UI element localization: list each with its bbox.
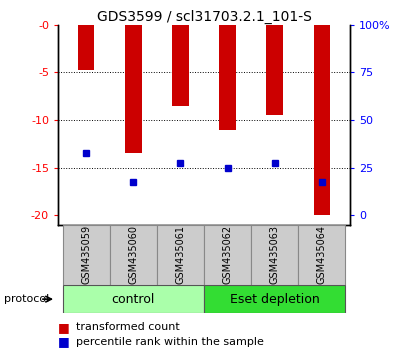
Text: GSM435059: GSM435059: [81, 225, 91, 285]
Title: GDS3599 / scl31703.2.1_101-S: GDS3599 / scl31703.2.1_101-S: [96, 10, 312, 24]
Text: control: control: [112, 293, 155, 306]
Text: GSM435061: GSM435061: [176, 225, 186, 284]
Text: Eset depletion: Eset depletion: [230, 293, 320, 306]
Bar: [63, 225, 110, 285]
Text: GSM435064: GSM435064: [317, 225, 327, 284]
Text: ■: ■: [58, 335, 70, 348]
Bar: [78, 25, 94, 69]
Bar: [219, 25, 236, 130]
Bar: [266, 25, 283, 115]
Bar: [314, 25, 330, 215]
Bar: [251, 225, 298, 285]
Text: GSM435063: GSM435063: [270, 225, 280, 284]
Bar: [204, 225, 251, 285]
Bar: [172, 25, 189, 106]
Bar: [125, 25, 142, 153]
Bar: [110, 225, 157, 285]
Bar: [157, 225, 204, 285]
Text: GSM435060: GSM435060: [128, 225, 138, 284]
Text: transformed count: transformed count: [76, 322, 180, 332]
Text: protocol: protocol: [4, 294, 49, 304]
Bar: [298, 225, 345, 285]
Bar: [63, 285, 204, 313]
Text: ■: ■: [58, 321, 70, 334]
Bar: [204, 285, 345, 313]
Text: GSM435062: GSM435062: [222, 225, 232, 285]
Text: percentile rank within the sample: percentile rank within the sample: [76, 337, 264, 347]
